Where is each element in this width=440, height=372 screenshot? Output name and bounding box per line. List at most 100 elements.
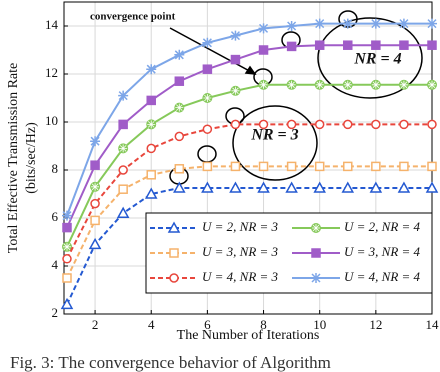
marker-shape [258, 161, 269, 172]
marker [146, 64, 157, 75]
marker-shape [313, 181, 326, 193]
marker-shape [286, 41, 297, 52]
marker-shape [425, 181, 439, 193]
marker [286, 79, 297, 90]
y-tick-label: 6 [52, 209, 59, 224]
marker [62, 222, 72, 233]
marker-shape [90, 198, 100, 209]
marker [371, 161, 381, 172]
marker-shape [62, 222, 72, 233]
marker [201, 181, 214, 193]
marker [230, 161, 241, 172]
marker-shape [287, 80, 296, 89]
marker-shape [174, 164, 185, 174]
legend-label: U = 2, NR = 4 [344, 219, 421, 234]
marker-shape [88, 237, 102, 250]
caption: Fig. 3: The convergence behavior of Algo… [10, 353, 331, 372]
marker-shape [146, 143, 156, 154]
marker [427, 161, 437, 172]
y-tick-label: 12 [45, 65, 58, 80]
marker-shape [399, 161, 409, 172]
marker [174, 49, 185, 60]
marker [314, 18, 325, 29]
marker [90, 160, 100, 170]
marker-shape [202, 37, 213, 48]
marker [398, 79, 409, 90]
marker-shape [371, 80, 380, 89]
marker [314, 161, 325, 172]
y-tick-label: 4 [52, 257, 59, 272]
marker-shape [90, 136, 101, 147]
y-axis-label: (bits/sec/Hz) [24, 122, 39, 194]
marker-shape [230, 119, 241, 130]
x-axis-label: The Number of Iterations [177, 328, 320, 343]
series-line [66, 165, 432, 279]
marker-shape [230, 54, 241, 65]
marker-shape [90, 215, 100, 226]
marker [202, 93, 213, 103]
marker [286, 41, 297, 52]
marker [62, 273, 72, 283]
annotation: convergence point [90, 11, 176, 23]
marker-shape [118, 165, 128, 175]
marker [399, 119, 409, 130]
marker-shape [258, 23, 269, 34]
marker [257, 181, 270, 193]
marker-shape [398, 18, 409, 29]
marker-shape [62, 210, 72, 221]
marker-shape [427, 119, 437, 130]
marker [341, 181, 355, 193]
marker [314, 40, 325, 50]
y-tick-label: 10 [45, 113, 58, 128]
marker-shape [174, 76, 185, 86]
marker [146, 143, 156, 154]
marker-shape [169, 273, 179, 283]
legend-label: U = 4, NR = 3 [202, 269, 279, 284]
marker [258, 45, 269, 55]
marker [90, 198, 100, 209]
marker [174, 164, 185, 174]
marker-shape [257, 181, 270, 193]
marker-shape [229, 181, 242, 193]
x-tick-label: 2 [92, 317, 99, 332]
marker-shape [312, 224, 320, 232]
marker [118, 165, 128, 175]
marker [118, 184, 128, 194]
marker-shape [118, 184, 128, 194]
marker-shape [343, 119, 353, 130]
marker-shape [371, 119, 381, 130]
marker-shape [427, 161, 437, 172]
marker [62, 241, 72, 252]
marker-shape [343, 80, 352, 89]
marker [427, 119, 437, 130]
marker-shape [258, 119, 269, 130]
marker-shape [174, 49, 185, 60]
marker [398, 18, 409, 29]
y-tick-label: 14 [45, 17, 59, 32]
x-tick-label: 8 [260, 317, 267, 332]
marker-shape [315, 80, 324, 89]
marker [343, 161, 353, 172]
marker-shape [146, 170, 156, 180]
y-tick-label: 2 [52, 305, 59, 320]
marker [230, 54, 241, 65]
marker-shape [231, 86, 240, 95]
marker [313, 181, 326, 193]
legend-label: U = 2, NR = 3 [202, 219, 279, 234]
marker-shape [119, 144, 128, 153]
marker [146, 170, 156, 180]
marker [60, 297, 74, 310]
marker [427, 18, 437, 29]
marker [202, 161, 213, 172]
annotation: NR = 4 [353, 51, 401, 68]
marker [311, 223, 321, 233]
marker [371, 119, 381, 130]
marker-shape [371, 40, 381, 50]
marker [174, 131, 185, 142]
marker [90, 136, 101, 147]
marker-shape [175, 103, 184, 112]
marker-shape [146, 95, 156, 106]
marker-shape [258, 45, 269, 55]
marker [90, 181, 101, 192]
